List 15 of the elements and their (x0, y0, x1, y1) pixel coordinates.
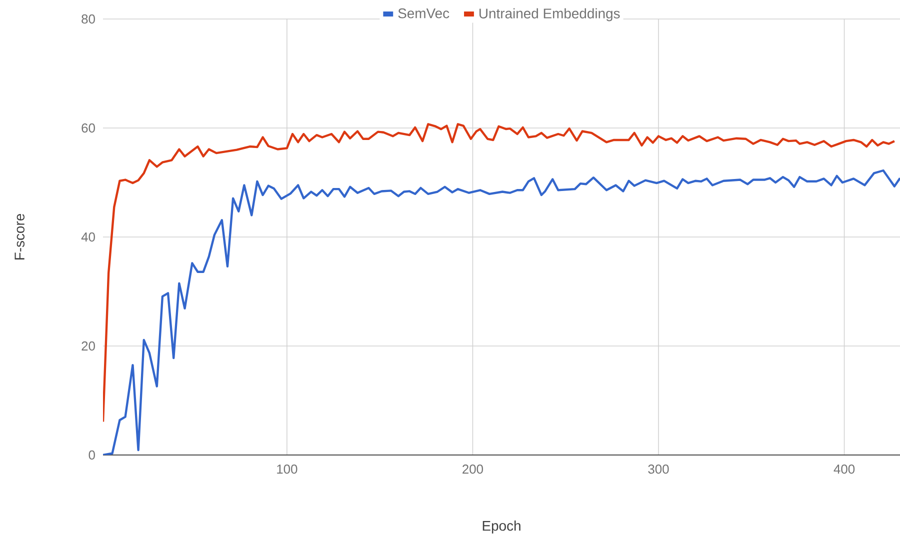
legend-label: SemVec (398, 8, 450, 18)
x-tick-label: 200 (462, 464, 484, 474)
x-tick-label: 300 (648, 464, 669, 474)
y-axis-title: F-score (14, 214, 24, 260)
y-tick-label: 40 (81, 232, 95, 242)
legend-label: Untrained Embeddings (480, 8, 620, 22)
y-tick-label: 80 (82, 14, 95, 24)
line-series (103, 123, 896, 423)
y-tick-label: 20 (82, 341, 95, 351)
x-tick-label: 400 (834, 464, 855, 474)
line-series (103, 169, 900, 455)
x-axis-title: Epoch (482, 520, 520, 534)
y-tick-label: 0 (88, 450, 95, 460)
y-tick-label: 60 (82, 123, 95, 133)
x-tick-label: 100 (277, 464, 298, 474)
